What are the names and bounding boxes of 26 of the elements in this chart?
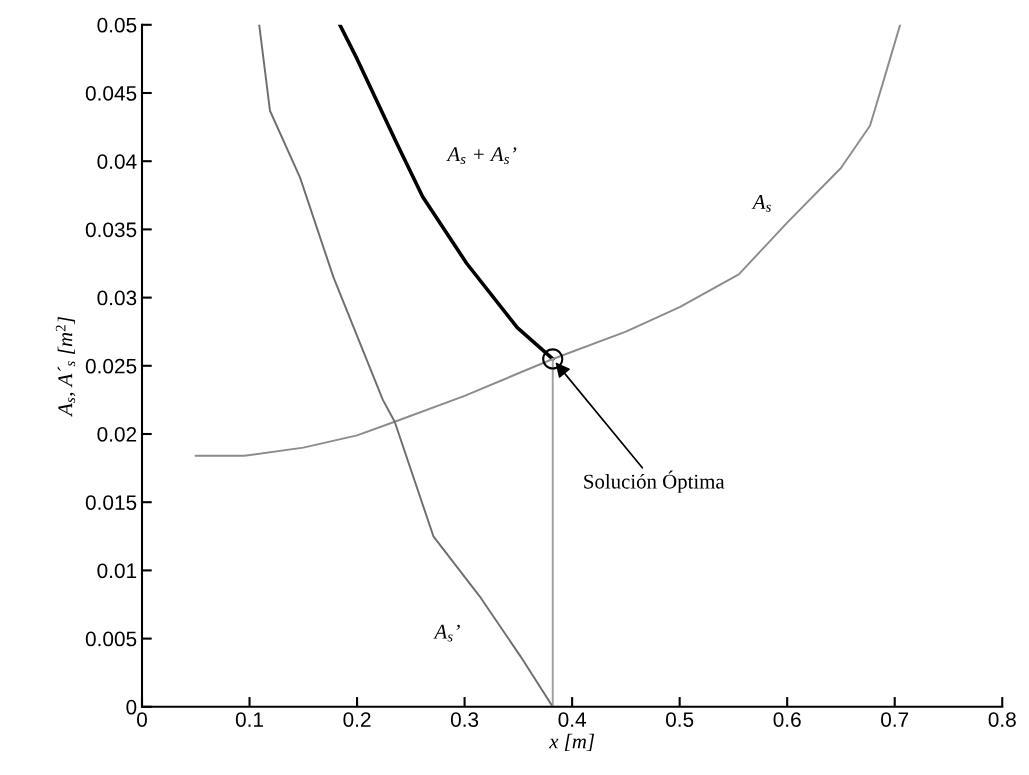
series-label: A$_{s}$ + A$_{s}$’ (446, 147, 517, 165)
y-tick-label: 0.02 (97, 427, 137, 442)
y-tick-label: 0.03 (97, 290, 137, 306)
x-tick-label: 0.4 (558, 712, 586, 727)
y-tick-label: 0.01 (97, 563, 137, 579)
annotation: Solución Óptima (584, 470, 725, 493)
x-tick-label: 0.8 (988, 712, 1016, 727)
x-tick-label: 0 (137, 712, 147, 727)
y-tick-label: 0.05 (97, 17, 137, 33)
y-axis-title: A$_{s}$, A´$_{s}$ [m$^{2}$] (55, 316, 76, 417)
x-tick-label: 0.7 (881, 712, 909, 727)
y-tick-label: 0.04 (97, 154, 137, 169)
series-label: A$_{s}$’ (433, 624, 460, 642)
x-tick-label: 0.2 (343, 712, 371, 727)
y-tick-label: 0.045 (85, 86, 137, 101)
x-tick-label: 0.6 (773, 712, 801, 727)
x-tick-label: 0.5 (665, 712, 694, 727)
x-tick-label: 0.3 (450, 712, 479, 727)
y-tick-label: 0.035 (85, 222, 137, 238)
y-tick-label: 0.005 (85, 631, 137, 647)
y-tick-label: 0.025 (85, 358, 137, 374)
x-tick-label: 0.1 (235, 712, 263, 727)
series-label: A$_{s}$ (751, 194, 771, 212)
y-tick-label: 0 (126, 699, 137, 715)
y-tick-label: 0.015 (85, 495, 137, 510)
x-axis-title: x [m] (549, 733, 595, 752)
